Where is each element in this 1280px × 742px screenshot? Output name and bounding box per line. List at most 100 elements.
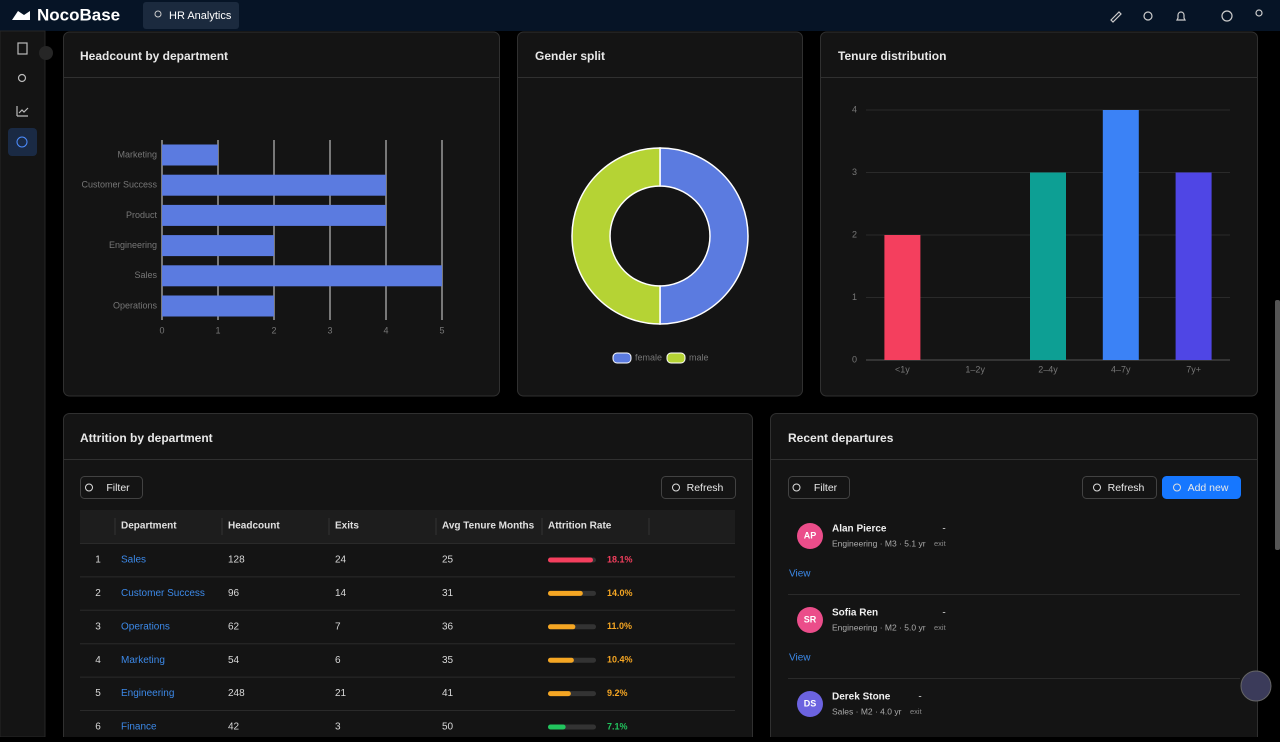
x-tick-label: 4 xyxy=(383,325,388,335)
y-tick-label: Customer Success xyxy=(81,180,157,190)
scrollbar[interactable] xyxy=(1275,300,1280,550)
button[interactable] xyxy=(80,476,143,499)
cell: 6 xyxy=(335,655,341,666)
row-index: 3 xyxy=(95,621,101,632)
card xyxy=(517,31,803,397)
tab[interactable] xyxy=(143,2,239,29)
cell: 54 xyxy=(228,655,240,666)
exit-value: - xyxy=(942,608,945,619)
person-name: Alan Pierce xyxy=(832,524,887,535)
bar xyxy=(162,204,386,226)
button-icon xyxy=(1173,483,1181,492)
y-tick-label: 1 xyxy=(852,292,857,302)
x-tick-label: 2–4y xyxy=(1038,364,1058,374)
exit-label: exit xyxy=(910,707,923,716)
nav-icon[interactable] xyxy=(16,106,29,117)
department-link[interactable]: Customer Success xyxy=(121,588,205,599)
button-label[interactable]: Filter xyxy=(106,482,130,494)
button[interactable] xyxy=(1082,476,1157,499)
button[interactable] xyxy=(1162,476,1241,499)
person-meta: Engineering · M2 · 5.0 yr xyxy=(832,622,926,632)
button-label[interactable]: Add new xyxy=(1188,482,1229,494)
rate-bar xyxy=(548,657,574,663)
icon-user[interactable] xyxy=(1255,9,1263,17)
pie-slice xyxy=(659,147,749,325)
cell: 62 xyxy=(228,621,240,632)
x-tick-label: 3 xyxy=(327,325,332,335)
cell: 35 xyxy=(442,655,454,666)
avatar xyxy=(797,691,823,717)
card-dividers xyxy=(64,77,1257,460)
button-label[interactable]: Refresh xyxy=(687,482,724,494)
button-icon xyxy=(1093,483,1101,492)
exit-value: - xyxy=(918,692,921,703)
department-link[interactable]: Sales xyxy=(121,555,146,566)
button-label[interactable]: Filter xyxy=(814,482,838,494)
x-tick-label: 5 xyxy=(439,325,444,335)
y-tick-label: 4 xyxy=(852,104,857,114)
y-tick-label: 0 xyxy=(852,354,857,364)
rate-label: 14.0% xyxy=(607,588,633,598)
rate-label: 11.0% xyxy=(607,621,632,631)
legend-label: female xyxy=(635,352,662,362)
bar xyxy=(1030,172,1066,360)
column-header: Headcount xyxy=(228,521,280,532)
button-icon xyxy=(85,483,93,492)
assistant-avatar[interactable] xyxy=(1240,670,1272,702)
department-link[interactable]: Engineering xyxy=(121,688,174,699)
button[interactable] xyxy=(788,476,850,499)
legend-swatch xyxy=(666,352,686,364)
rate-label: 7.1% xyxy=(607,721,628,731)
avatar-initials: AP xyxy=(804,530,817,540)
nav-icon[interactable] xyxy=(17,73,27,83)
avatar-initials: SR xyxy=(804,614,817,624)
y-tick-label: 2 xyxy=(852,229,857,239)
cell: 24 xyxy=(335,555,347,566)
bar xyxy=(162,144,218,166)
sidebar-toggle[interactable] xyxy=(39,46,53,60)
y-tick-label: Engineering xyxy=(109,240,157,250)
cell: 3 xyxy=(335,722,341,733)
y-tick-label: 3 xyxy=(852,167,857,177)
person-name: Sofia Ren xyxy=(832,608,878,619)
cell: 41 xyxy=(442,688,454,699)
rate-label: 18.1% xyxy=(607,554,633,564)
brand: NocoBase xyxy=(37,5,120,24)
icon-help[interactable] xyxy=(1221,10,1233,22)
nav-active[interactable] xyxy=(8,128,37,156)
card-title: Tenure distribution xyxy=(838,49,946,63)
row-index: 1 xyxy=(95,555,101,566)
table-header xyxy=(80,510,735,543)
icon-bell[interactable] xyxy=(1176,11,1186,21)
person-meta: Sales · M2 · 4.0 yr xyxy=(832,706,902,716)
x-tick-label: 0 xyxy=(159,325,164,335)
icon-pen[interactable] xyxy=(1110,11,1122,23)
department-link[interactable]: Operations xyxy=(121,621,170,632)
department-link[interactable]: Marketing xyxy=(121,655,165,666)
bar xyxy=(162,174,386,196)
x-tick-label: <1y xyxy=(895,364,910,374)
header-icons xyxy=(1110,9,1263,23)
nav-icon xyxy=(16,136,28,148)
cell: 128 xyxy=(228,555,245,566)
avatar xyxy=(797,607,823,633)
icon-settings[interactable] xyxy=(1143,11,1153,21)
department-link[interactable]: Finance xyxy=(121,722,157,733)
row-index: 5 xyxy=(95,688,101,699)
rate-bar xyxy=(548,724,566,730)
person-meta: Engineering · M3 · 5.1 yr xyxy=(832,538,926,548)
nav-icon[interactable] xyxy=(17,42,28,55)
button[interactable] xyxy=(661,476,736,499)
button-label[interactable]: Refresh xyxy=(1108,482,1145,494)
view-link[interactable]: View xyxy=(789,569,811,580)
column-header: Avg Tenure Months xyxy=(442,521,535,532)
avatar-initials: DS xyxy=(804,698,817,708)
view-link[interactable]: View xyxy=(789,653,811,664)
rate-bar xyxy=(548,557,593,563)
tab-label[interactable]: HR Analytics xyxy=(169,10,232,22)
cell: 21 xyxy=(335,688,347,699)
bar xyxy=(162,265,442,287)
row-index: 4 xyxy=(95,655,101,666)
card-title: Headcount by department xyxy=(80,49,228,63)
